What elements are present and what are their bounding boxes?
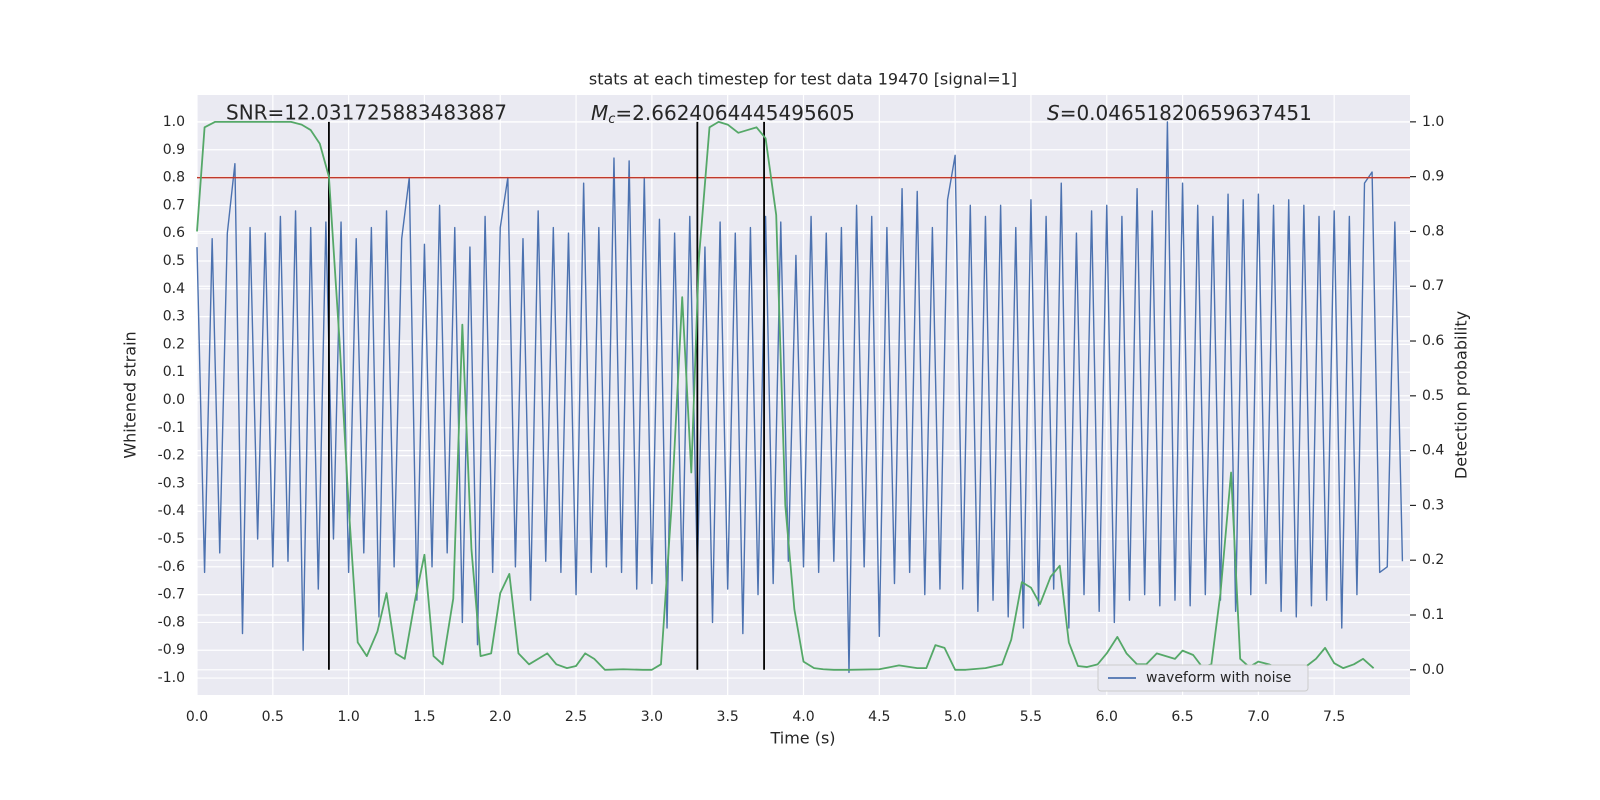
y-tick-label: 0.5 [163,253,185,269]
legend-label: waveform with noise [1146,670,1291,686]
x-tick-label: 7.0 [1247,709,1269,725]
y-tick-label: 0.1 [163,364,185,380]
y-tick-label: -0.1 [158,420,185,436]
x-tick-label: 1.0 [337,709,359,725]
y-tick-label: 0.4 [163,281,185,297]
y-tick-label: -0.6 [158,559,185,575]
y-tick-label: 1.0 [163,114,185,130]
x-tick-label: 0.5 [262,709,284,725]
y2-tick-label: 0.0 [1422,662,1444,678]
marks [196,120,1410,674]
series-line [196,120,1375,671]
annotation: SNR=12.031725883483887 [226,101,507,125]
y-tick-label: 0.6 [163,225,185,241]
legend: waveform with noise [1097,664,1309,692]
y-tick-label: -0.8 [158,614,185,630]
y2-tick-label: 0.5 [1422,388,1444,404]
y2-tick-label: 0.2 [1422,552,1444,568]
y2-tick-label: 0.7 [1422,278,1444,294]
y-tick-label: 0.2 [163,336,185,352]
x-axis-label: Time (s) [769,729,835,748]
x-tick-label: 5.0 [944,709,966,725]
axes: 0.0 0.5 1.0 1.5 2.0 2.5 3.0 3.5 4.0 4.5 5.0 5.5 6.0 6… [158,114,1445,725]
y-tick-label: 0.8 [163,170,185,186]
annotation: Mc=2.6624064445495605 [591,101,855,127]
annotation: S=0.04651820659637451 [1047,101,1312,125]
annotation-symbol: S [1047,101,1060,125]
annotation-subscript: c [608,112,615,127]
y-tick-label: 0.7 [163,197,185,213]
annotation-text: =0.04651820659637451 [1060,101,1312,125]
grid [196,95,1410,695]
x-tick-label: 3.5 [717,709,739,725]
x-tick-label: 2.0 [489,709,511,725]
x-tick-label: 6.5 [1171,709,1193,725]
y-axis-label: Whitened strain [121,331,140,458]
y-tick-label: -0.4 [158,503,185,519]
x-tick-label: 7.5 [1323,709,1345,725]
x-tick-label: 6.0 [1096,709,1118,725]
x-tick-label: 1.5 [413,709,435,725]
y2-tick-label: 0.6 [1422,333,1444,349]
y2-tick-label: 0.8 [1422,223,1444,239]
y-tick-label: -0.9 [158,642,185,658]
x-tick-label: 4.5 [868,709,890,725]
y2-tick-label: 0.4 [1422,443,1444,459]
y-tick-label: 0.0 [163,392,185,408]
x-tick-label: 0.0 [186,709,208,725]
annotation-text: =2.6624064445495605 [615,101,854,125]
annotation-symbol: M [591,101,608,125]
y2-tick-label: 0.9 [1422,169,1444,185]
x-tick-label: 2.5 [565,709,587,725]
y-tick-label: -1.0 [158,670,185,686]
chart-title: stats at each timestep for test data 194… [589,70,1017,89]
x-tick-label: 3.0 [641,709,663,725]
y2-tick-label: 0.3 [1422,497,1444,513]
y2-tick-label: 1.0 [1422,114,1444,130]
series-line [196,121,1404,674]
y-tick-label: 0.9 [163,142,185,158]
y-tick-label: -0.3 [158,475,185,491]
x-tick-label: 4.0 [792,709,814,725]
y2-tick-label: 0.1 [1422,607,1444,623]
y-tick-label: -0.2 [158,448,185,464]
y-tick-label: 0.3 [163,309,185,325]
x-tick-label: 5.5 [1020,709,1042,725]
y2-axis-label: Detection probability [1452,311,1471,479]
y-tick-label: -0.5 [158,531,185,547]
y-tick-label: -0.7 [158,587,185,603]
legend-box [1097,664,1309,692]
